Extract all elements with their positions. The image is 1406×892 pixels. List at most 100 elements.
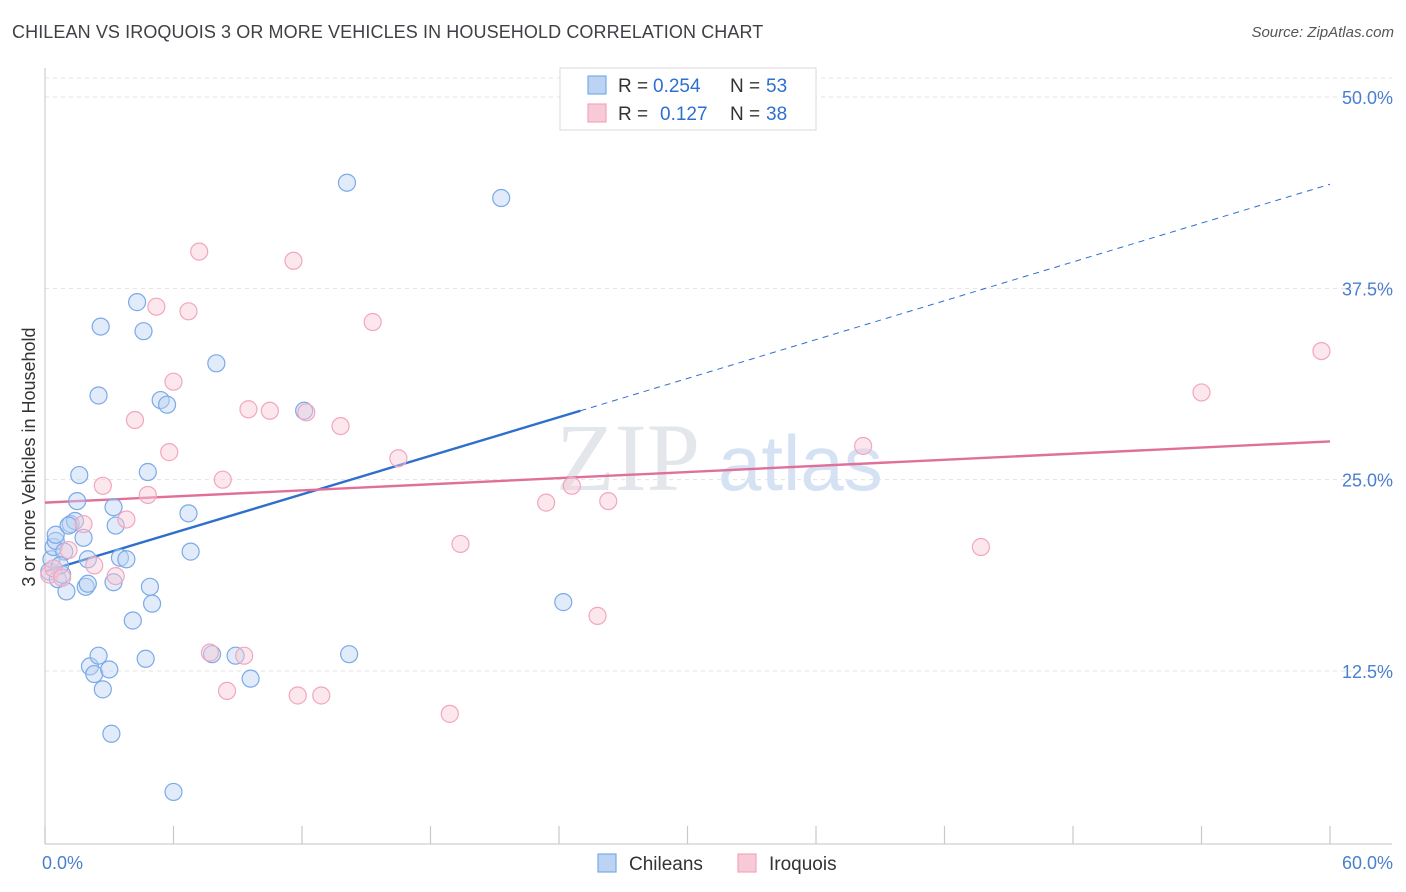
bottom-legend-swatch-chileans xyxy=(597,853,617,873)
chileans-point-17 xyxy=(89,646,108,665)
chileans-point-50 xyxy=(59,516,78,535)
chileans-point-30 xyxy=(134,322,153,341)
chileans-point-43 xyxy=(241,669,260,688)
chart-title: CHILEAN VS IROQUOIS 3 OR MORE VEHICLES I… xyxy=(12,22,764,42)
trend-lines xyxy=(44,183,1331,573)
chileans-point-31 xyxy=(136,649,155,668)
iroquois-point-27 xyxy=(363,312,382,332)
chileans-point-41 xyxy=(207,354,226,373)
iroquois-point-10 xyxy=(138,485,157,505)
chileans-point-32 xyxy=(138,462,157,482)
iroquois-point-4 xyxy=(74,514,93,534)
chileans-point-36 xyxy=(157,395,177,414)
iroquois-point-18 xyxy=(217,681,237,700)
chileans-point-49 xyxy=(46,525,65,544)
chileans-point-37 xyxy=(164,782,183,802)
watermark-zip: ZIP xyxy=(556,404,700,511)
chileans-point-10 xyxy=(68,491,87,511)
iroquois-point-24 xyxy=(297,403,316,422)
iroquois-point-9 xyxy=(125,410,145,430)
iroquois-point-32 xyxy=(562,476,581,495)
iroquois-point-17 xyxy=(213,470,232,489)
legend-swatch-chileans xyxy=(587,75,607,95)
bottom-legend-swatch-iroquois xyxy=(737,853,757,873)
chileans-point-22 xyxy=(89,386,108,405)
chileans-point-21 xyxy=(91,317,110,336)
chileans-point-39 xyxy=(181,542,200,561)
iroquois-point-11 xyxy=(147,297,166,316)
chileans-point-28 xyxy=(123,611,142,630)
x-tick-label-1: 60.0% xyxy=(1342,853,1393,873)
chileans-point-25 xyxy=(110,548,130,567)
chileans-point-47 xyxy=(492,188,511,208)
chileans-point-13 xyxy=(76,577,95,596)
y-tick-label-3: 50.0% xyxy=(1342,88,1393,108)
legend-n-value-2: 38 xyxy=(766,104,787,125)
source-label: Source: ZipAtlas.com xyxy=(1251,24,1394,41)
iroquois-point-35 xyxy=(854,436,873,456)
chileans-trend-extension xyxy=(580,183,1331,412)
chileans-point-29 xyxy=(127,293,147,312)
iroquois-point-13 xyxy=(164,372,183,391)
chileans-point-12 xyxy=(74,528,93,547)
iroquois-point-14 xyxy=(179,302,198,321)
bottom-legend-iroquois: Iroquois xyxy=(769,854,837,875)
iroquois-trend-line xyxy=(44,440,1331,504)
chileans-point-38 xyxy=(179,504,198,523)
iroquois-point-37 xyxy=(1192,383,1211,402)
iroquois-point-12 xyxy=(160,443,179,462)
chileans-point-16 xyxy=(85,664,104,684)
legend-r-value-2: 0.127 xyxy=(660,104,708,125)
iroquois-point-38 xyxy=(1312,341,1331,361)
y-axis-label: 3 or more Vehicles in Household xyxy=(19,327,39,586)
chileans-point-20 xyxy=(102,724,121,743)
chileans-point-52 xyxy=(78,574,97,593)
y-tick-label-1: 25.0% xyxy=(1342,471,1393,491)
y-tick-labels: 12.5% 25.0% 37.5% 50.0% xyxy=(1342,88,1393,682)
iroquois-point-26 xyxy=(331,416,350,436)
grid-lines xyxy=(45,77,1392,672)
data-points xyxy=(40,173,1331,802)
iroquois-point-21 xyxy=(260,401,279,420)
axes xyxy=(44,68,1392,845)
y-tick-label-0: 12.5% xyxy=(1342,662,1393,682)
chileans-point-26 xyxy=(117,550,136,569)
chileans-point-48 xyxy=(554,593,573,612)
iroquois-point-31 xyxy=(537,493,556,512)
iroquois-point-23 xyxy=(288,686,307,705)
chileans-point-18 xyxy=(93,680,112,699)
chileans-point-35 xyxy=(151,390,170,410)
iroquois-point-25 xyxy=(312,686,331,705)
iroquois-point-33 xyxy=(588,606,607,625)
chileans-point-46 xyxy=(340,645,359,664)
legend-n-value-1: 53 xyxy=(766,76,787,97)
chileans-point-45 xyxy=(337,173,357,192)
iroquois-point-8 xyxy=(117,510,136,529)
iroquois-point-29 xyxy=(440,704,459,723)
legend-r-label-2: R = xyxy=(618,104,648,125)
iroquois-point-30 xyxy=(451,534,470,554)
x-tick-labels: 0.0% 60.0% xyxy=(42,853,1393,873)
iroquois-point-22 xyxy=(284,251,303,270)
chileans-point-7 xyxy=(57,582,76,601)
iroquois-point-34 xyxy=(599,491,618,511)
iroquois-point-28 xyxy=(389,449,408,468)
legend-n-label-2: N = xyxy=(730,104,760,125)
iroquois-point-16 xyxy=(200,643,220,662)
chileans-point-34 xyxy=(142,594,162,613)
iroquois-point-6 xyxy=(93,476,112,495)
iroquois-point-36 xyxy=(971,537,991,557)
legend-r-label-1: R = xyxy=(618,76,648,97)
legend-r-value-1: 0.254 xyxy=(653,76,701,97)
iroquois-point-15 xyxy=(190,242,209,261)
y-tick-label-2: 37.5% xyxy=(1342,279,1393,299)
chileans-point-11 xyxy=(70,465,89,485)
iroquois-point-20 xyxy=(239,400,258,419)
iroquois-point-3 xyxy=(59,540,78,560)
chileans-point-24 xyxy=(106,516,125,535)
iroquois-point-7 xyxy=(106,566,125,586)
x-tick-label-0: 0.0% xyxy=(42,853,83,873)
legend-swatch-iroquois xyxy=(587,103,607,123)
chileans-point-19 xyxy=(100,660,119,679)
